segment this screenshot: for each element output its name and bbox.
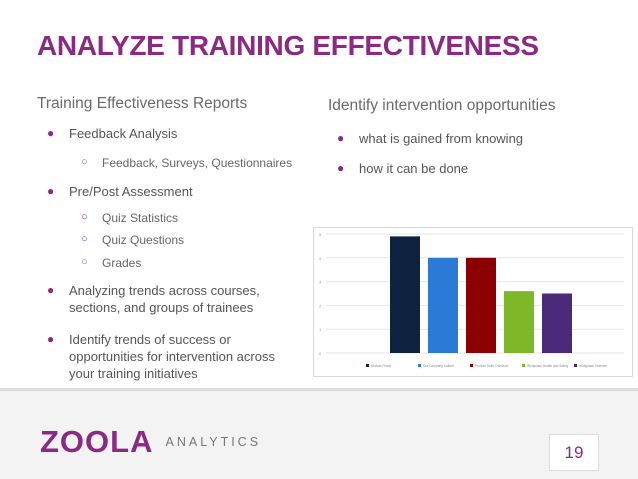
legend-swatch	[418, 364, 421, 367]
legend-label: Our Company Culture	[423, 364, 454, 368]
bullet-dot-icon: ●	[47, 184, 55, 198]
sub-bullet-quiz-statistics: ○ Quiz Statistics	[81, 211, 179, 225]
left-column-heading: Training Effectiveness Reports	[37, 95, 248, 112]
sub-bullet-quiz-questions: ○ Quiz Questions	[81, 233, 185, 247]
bullet-dot-icon: ●	[337, 131, 345, 145]
bar-our-company-culture	[428, 257, 458, 353]
slide-title: ANALYZE TRAINING EFFECTIVENESS	[37, 30, 539, 61]
sub-bullet-text: Quiz Questions	[102, 233, 185, 247]
ring-bullet-icon: ○	[81, 233, 88, 245]
sub-bullet-text: Grades	[102, 256, 142, 270]
ring-bullet-icon: ○	[81, 256, 88, 268]
bullet-how-it-can-be-done: ● how it can be done	[337, 160, 469, 177]
legend-swatch	[522, 364, 525, 367]
bar-product-suite-overview	[466, 257, 496, 353]
bullet-pre-post-assessment: ● Pre/Post Assessment	[47, 183, 193, 200]
bullet-dot-icon: ●	[47, 126, 55, 140]
bullet-text: Analyzing trends across courses, section…	[69, 283, 260, 315]
bullet-text: Identify trends of success or opportunit…	[69, 332, 275, 381]
bar-workplace-health-and-safety	[504, 291, 534, 353]
legend-label: Module Finest	[371, 364, 391, 368]
bullet-text: what is gained from knowing	[359, 131, 524, 146]
page-number-box: 19	[549, 434, 599, 471]
bullet-text: how it can be done	[359, 161, 469, 176]
legend-swatch	[366, 364, 369, 367]
bar-module-finest	[390, 236, 420, 353]
bullet-dot-icon: ●	[47, 283, 55, 297]
sub-bullet-grades: ○ Grades	[81, 256, 142, 270]
zoola-logo: ZOOLA ANALYTICS	[40, 426, 261, 457]
footer-band	[0, 388, 638, 479]
footer-divider	[0, 388, 638, 391]
sub-bullet-feedback: ○ Feedback, Surveys, Questionnaires	[81, 156, 293, 170]
effectiveness-bar-chart: 0 1 2 3 4 5 Module Finest Our Company Culture Pr…	[313, 227, 633, 377]
bullet-text: Feedback Analysis	[69, 126, 178, 141]
ring-bullet-icon: ○	[81, 156, 88, 168]
y-tick-label: 4	[319, 256, 322, 261]
bullet-dot-icon: ●	[337, 161, 345, 175]
y-tick-label: 1	[319, 327, 322, 332]
y-tick-label: 3	[319, 280, 322, 285]
bar-workplace-violence	[542, 293, 572, 353]
ring-bullet-icon: ○	[81, 211, 88, 223]
logo-wordmark: ZOOLA	[40, 424, 154, 459]
legend-label: Workplace Health and Safety	[527, 364, 569, 368]
bullet-text: Pre/Post Assessment	[69, 184, 193, 199]
bullet-what-is-gained: ● what is gained from knowing	[337, 130, 524, 147]
sub-bullet-text: Feedback, Surveys, Questionnaires	[102, 156, 293, 170]
logo-tagline: ANALYTICS	[165, 434, 262, 449]
legend-swatch	[470, 364, 473, 367]
bullet-dot-icon: ●	[47, 332, 55, 346]
y-tick-label: 5	[319, 232, 322, 237]
legend-label: Workplace Violence	[579, 364, 607, 368]
bullet-feedback-analysis: ● Feedback Analysis	[47, 125, 178, 142]
legend-label: Product Suite Overview	[475, 364, 509, 368]
right-column-heading: Identify intervention opportunities	[328, 97, 556, 114]
chart-svg: 0 1 2 3 4 5 Module Finest Our Company Culture Pr…	[319, 232, 624, 368]
y-tick-label: 0	[319, 351, 322, 356]
y-tick-label: 2	[319, 303, 322, 308]
bullet-identify-trends: ● Identify trends of success or opportun…	[47, 331, 284, 382]
sub-bullet-text: Quiz Statistics	[102, 211, 179, 225]
legend-swatch	[574, 364, 577, 367]
bullet-analyzing-trends: ● Analyzing trends across courses, secti…	[47, 282, 289, 316]
page-number: 19	[564, 442, 584, 462]
